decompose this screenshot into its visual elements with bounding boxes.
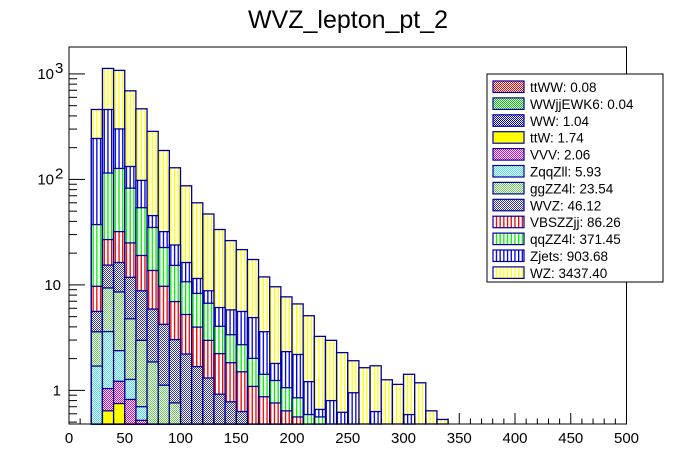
bar-wz-260 <box>358 367 371 425</box>
y-tick-label: 1 <box>53 382 61 399</box>
bar-wvz-150 <box>235 410 249 425</box>
legend-label: WVZ: 46.12 <box>530 198 601 213</box>
legend-label: WW: 1.04 <box>530 114 590 129</box>
chart-title: WVZ_lepton_pt_2 <box>248 6 448 34</box>
bar-ggzz4l-70 <box>146 361 159 425</box>
bar-ggzz4l-90 <box>168 402 182 425</box>
bar-zjets-270 <box>369 410 382 425</box>
legend-swatch <box>492 249 525 263</box>
legend-label: ZqqZll: 5.93 <box>530 165 601 180</box>
bar-wz-320 <box>425 410 438 425</box>
bar-wz-280 <box>380 379 394 425</box>
legend-entry-ww: WW: 1.04 <box>492 114 590 129</box>
bar-qqzz4l-220 <box>313 416 327 425</box>
legend-entry-wvz: WVZ: 46.12 <box>492 198 601 213</box>
legend-entry-vvv: VVV: 2.06 <box>492 148 590 163</box>
bar-wvz-130 <box>213 393 226 425</box>
bar-wvz-140 <box>224 401 237 425</box>
y-tick-label: 10 <box>37 66 54 83</box>
legend-label: Zjets: 903.68 <box>530 249 608 264</box>
legend-label: ggZZ4l: 23.54 <box>530 181 614 196</box>
legend-swatch <box>492 148 525 161</box>
bar-zjets-300 <box>402 413 416 425</box>
legend-label: VBSZZjj: 86.26 <box>530 215 621 230</box>
bar-wz-310 <box>413 382 427 425</box>
legend-label: ttWW: 0.08 <box>530 80 597 95</box>
legend-swatch <box>492 198 525 212</box>
legend-entry-ggzz4l: ggZZ4l: 23.54 <box>492 181 614 196</box>
x-axis: 0 50 100 150 200 250 300 350 400 450 500 <box>65 413 639 447</box>
legend-swatch <box>492 80 525 94</box>
legend-label: VVV: 2.06 <box>530 148 590 163</box>
bar-wvz-110 <box>190 365 204 425</box>
legend-label: WWjjEWK6: 0.04 <box>530 97 634 112</box>
legend-entry-zjets: Zjets: 903.68 <box>492 249 608 264</box>
y-tick-exponent: 3 <box>55 60 63 77</box>
x-tick-label: 400 <box>502 430 527 447</box>
bar-vbszzjj-190 <box>280 410 293 425</box>
bar-zjets-230 <box>324 399 338 425</box>
x-tick-label: 500 <box>614 430 639 447</box>
legend-label: qqZZ4l: 371.45 <box>530 232 621 247</box>
bar-wz-330 <box>436 418 449 425</box>
legend-label: WZ: 3437.40 <box>530 266 607 281</box>
bar-ttw-40 <box>112 402 126 425</box>
bar-vvv-50 <box>124 398 137 425</box>
legend-entry-ttww: ttWW: 0.08 <box>492 80 597 95</box>
legend-swatch <box>492 181 525 195</box>
legend-swatch <box>492 266 525 279</box>
bar-vvv-60 <box>135 419 148 425</box>
bar-vbszzjj-170 <box>257 396 271 425</box>
bar-zjets-240 <box>335 411 349 425</box>
x-tick-label: 50 <box>116 430 133 447</box>
legend-entry-wwjjewk6: WWjjEWK6: 0.04 <box>492 97 634 112</box>
bar-vbszzjj-200 <box>291 416 304 425</box>
bar-wvz-100 <box>179 353 193 425</box>
legend-entry-zqqzll: ZqqZll: 5.93 <box>492 164 601 180</box>
bar-wz-290 <box>391 383 405 425</box>
bar-vbszzjj-180 <box>269 402 282 425</box>
x-tick-label: 0 <box>65 430 73 447</box>
legend-swatch <box>492 97 525 111</box>
y-tick-label: 10 <box>44 277 61 294</box>
y-tick-label: 10 <box>37 171 54 188</box>
x-tick-label: 100 <box>168 430 193 447</box>
x-tick-label: 250 <box>335 430 360 447</box>
x-tick-label: 450 <box>558 430 583 447</box>
bar-zjets-250 <box>347 392 360 425</box>
legend-entry-ttw: ttW: 1.74 <box>492 131 584 146</box>
bar-ggzz4l-80 <box>157 384 170 425</box>
legend-swatch <box>492 114 525 127</box>
legend-entry-qqzz4l: qqZZ4l: 371.45 <box>492 232 621 247</box>
legend-swatch <box>492 131 525 144</box>
legend-entry-vbszzjj: VBSZZjj: 86.26 <box>492 215 621 230</box>
legend-swatch <box>492 215 525 229</box>
stacked-histogram <box>90 67 449 425</box>
bar-ttw-30 <box>101 410 115 425</box>
legend-swatch <box>492 164 525 178</box>
legend-swatch <box>492 232 525 246</box>
bar-wvz-120 <box>202 377 215 425</box>
x-tick-label: 300 <box>391 430 416 447</box>
y-tick-exponent: 2 <box>55 165 63 182</box>
x-tick-label: 150 <box>224 430 249 447</box>
x-tick-label: 350 <box>447 430 472 447</box>
x-tick-label: 200 <box>279 430 304 447</box>
bar-vbszzjj-160 <box>246 385 260 425</box>
legend-label: ttW: 1.74 <box>530 131 584 146</box>
bar-zqqzll-20 <box>90 365 104 425</box>
legend: ttWW: 0.08 WWjjEWK6: 0.04 WW: 1.04 ttW: 1.7… <box>486 73 664 283</box>
legend-entry-wz: WZ: 3437.40 <box>492 266 607 281</box>
bar-qqzz4l-210 <box>302 413 315 425</box>
